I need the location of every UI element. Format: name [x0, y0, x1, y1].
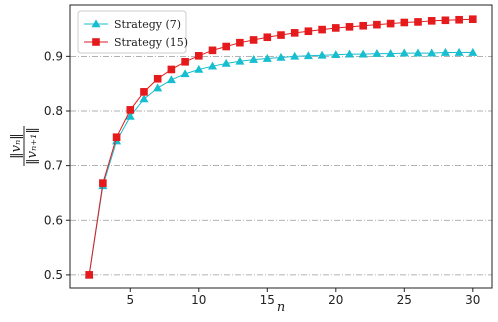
marker — [140, 88, 148, 96]
marker — [414, 18, 422, 26]
marker — [400, 18, 409, 27]
marker — [91, 19, 101, 28]
legend-label: Strategy (15) — [114, 36, 188, 49]
marker — [332, 24, 340, 32]
marker — [112, 133, 121, 142]
x-tick-label: 25 — [397, 293, 412, 307]
marker — [303, 51, 313, 60]
marker — [399, 48, 409, 57]
x-tick-label: 20 — [328, 293, 343, 307]
marker — [344, 49, 355, 58]
marker — [277, 31, 285, 39]
marker — [276, 52, 286, 61]
marker — [386, 49, 396, 57]
marker — [427, 17, 436, 25]
marker — [166, 75, 176, 84]
marker — [153, 74, 162, 83]
y-tick-label: 0.6 — [44, 213, 63, 227]
marker — [331, 50, 341, 59]
y-axis-label: ‖vₙ‖ ‖vₙ₊₁‖ — [9, 126, 40, 166]
marker — [263, 33, 272, 42]
marker — [85, 271, 93, 279]
x-tick-label: 15 — [260, 293, 275, 307]
marker — [440, 47, 450, 56]
marker — [290, 51, 300, 60]
marker — [468, 47, 478, 56]
marker — [358, 49, 368, 58]
y-tick-label: 0.5 — [44, 268, 63, 282]
marker — [235, 56, 245, 65]
marker — [194, 52, 203, 60]
marker — [427, 48, 437, 57]
marker — [249, 36, 258, 44]
x-tick-label: 10 — [191, 293, 206, 307]
legend-label: Strategy (7) — [114, 18, 181, 31]
marker — [125, 111, 135, 120]
plot-frame — [69, 4, 493, 289]
marker — [455, 15, 463, 24]
marker — [386, 19, 395, 28]
marker — [207, 61, 218, 70]
y-tick-label: 0.9 — [44, 49, 63, 63]
marker — [304, 27, 313, 36]
y-label-denominator: ‖vₙ₊₁‖ — [25, 127, 40, 165]
marker — [99, 179, 107, 187]
x-tick-label: 5 — [126, 293, 134, 307]
y-tick-label: 0.7 — [44, 159, 63, 173]
marker — [359, 21, 368, 30]
marker — [262, 53, 272, 62]
marker — [126, 106, 135, 114]
marker — [413, 48, 423, 57]
x-axis-label: n — [277, 300, 285, 315]
marker — [181, 58, 189, 66]
marker — [345, 23, 354, 31]
marker — [290, 29, 299, 37]
marker — [469, 15, 477, 24]
marker — [180, 69, 190, 78]
marker — [372, 49, 382, 57]
marker — [194, 64, 204, 73]
marker — [441, 16, 450, 25]
marker — [208, 46, 217, 55]
series-line — [88, 52, 473, 275]
y-tick-label: 0.8 — [44, 104, 63, 118]
marker — [454, 47, 464, 56]
marker — [221, 58, 231, 67]
marker — [317, 50, 327, 59]
y-label-numerator: ‖vₙ‖ — [9, 133, 24, 159]
marker — [236, 38, 244, 47]
marker — [92, 38, 100, 46]
marker — [139, 94, 149, 103]
marker — [249, 55, 259, 63]
x-tick-label: 30 — [465, 293, 480, 307]
marker — [222, 42, 230, 51]
marker — [153, 83, 163, 92]
marker — [318, 25, 326, 34]
marker — [167, 65, 176, 74]
marker — [373, 20, 381, 29]
